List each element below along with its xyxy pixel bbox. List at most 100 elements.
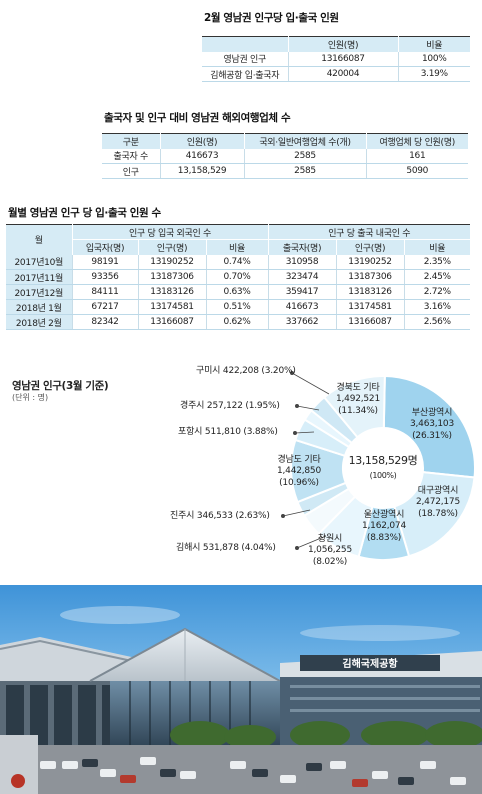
table-cell: 2.56%	[403, 314, 470, 330]
table2-title: 출국자 및 인구 대비 영남권 해외여행업체 수	[104, 112, 291, 124]
table-cell: 0.74%	[205, 254, 268, 270]
slice-label-gumi: 구미시 422,208 (3.20%)	[196, 366, 296, 376]
table3-subheader: 인구(명)	[137, 239, 206, 255]
table-cell: 13174581	[335, 299, 404, 315]
table-row: 2017년11월 93356 13187306 0.70% 323474 13187306…	[6, 269, 470, 285]
table3-subheader: 인구(명)	[335, 239, 404, 255]
table2-header: 인원(명)	[159, 133, 244, 149]
pie-slice	[382, 374, 476, 479]
table-row: 2018년 2월 82342 13166087 0.62% 337662 13166087…	[6, 314, 470, 330]
inbound-group-header: 인구 당 입국 외국인 수	[71, 224, 268, 240]
table-cell: 98191	[71, 254, 138, 270]
table2: 구분 인원(명) 국외·일반여행업체 수(개) 여행업체 당 인원(명) 출국자…	[102, 133, 468, 179]
table-cell: 13183126	[335, 284, 404, 300]
slice-label-busan: 부산광역시 3,463,103 (26.31%)	[409, 408, 454, 441]
table-cell: 420004	[287, 66, 398, 82]
slice-label-pohang: 포항시 511,810 (3.88%)	[178, 427, 278, 437]
chart-title: 영남권 인구(3월 기준)	[12, 380, 109, 392]
month-cell: 2017년11월	[6, 269, 72, 285]
table-cell: 인구	[102, 163, 160, 179]
table-cell: 310958	[267, 254, 336, 270]
table1-header: 인원(명)	[287, 36, 398, 52]
table3-subheader: 비율	[205, 239, 268, 255]
table-row: 인구 13,158,529 2585 5090	[102, 163, 468, 179]
table-cell: 김해공항 입·출국자	[202, 66, 288, 82]
table3-subheader: 비율	[403, 239, 470, 255]
table1-header: 비율	[397, 36, 470, 52]
leader-dot	[289, 370, 294, 375]
table-cell: 416673	[159, 148, 244, 164]
table-cell: 13190252	[137, 254, 206, 270]
table2-header: 구분	[102, 133, 160, 149]
slice-label-gyeongju: 경주시 257,122 (1.95%)	[180, 401, 280, 411]
slice-label-gimhae: 김해시 531,878 (4.04%)	[176, 543, 276, 553]
chart-unit: (단위 : 명)	[12, 393, 49, 402]
pie-center-hole	[344, 429, 422, 507]
airport-terminal-illustration: 김해국제공항	[0, 585, 482, 794]
table-cell: 416673	[267, 299, 336, 315]
month-header: 월	[6, 224, 72, 255]
table-cell: 3.19%	[397, 66, 470, 82]
table-cell: 2.45%	[403, 269, 470, 285]
month-cell: 2017년12월	[6, 284, 72, 300]
table3-subheader: 출국자(명)	[267, 239, 336, 255]
table-cell: 13166087	[137, 314, 206, 330]
month-cell: 2018년 2월	[6, 314, 72, 330]
pie-total-value: 13,158,529명	[348, 454, 418, 467]
table-cell: 13187306	[335, 269, 404, 285]
table-cell: 13166087	[287, 51, 398, 67]
slice-label-ulsan: 울산광역시 1,162,074 (8.83%)	[361, 510, 406, 543]
table-cell: 영남권 인구	[202, 51, 288, 67]
table-row: 2017년10월 98191 13190252 0.74% 310958 13190252…	[6, 254, 470, 270]
table-cell: 2.35%	[403, 254, 470, 270]
table-cell: 5090	[365, 163, 468, 179]
table-cell: 84111	[71, 284, 138, 300]
leader-line	[291, 372, 330, 395]
table1-header	[202, 36, 288, 52]
leader-dot	[294, 546, 299, 551]
table-cell: 323474	[267, 269, 336, 285]
slice-label-changwon: 창원시 1,056,255 (8.02%)	[307, 534, 352, 567]
table-cell: 3.16%	[403, 299, 470, 315]
table-cell: 2.72%	[403, 284, 470, 300]
table2-header: 국외·일반여행업체 수(개)	[243, 133, 366, 149]
table-cell: 13166087	[335, 314, 404, 330]
table-row: 2018년 1월 67217 13174581 0.51% 416673 13174581…	[6, 299, 470, 315]
leader-dot	[292, 430, 297, 435]
leader-line	[294, 431, 315, 434]
table-cell: 67217	[71, 299, 138, 315]
table-cell: 359417	[267, 284, 336, 300]
table1-title: 2월 영남권 인구당 입·출국 인원	[204, 12, 339, 24]
leader-line	[282, 509, 311, 517]
pie-total-pct: (100%)	[369, 471, 397, 480]
table-cell: 13174581	[137, 299, 206, 315]
table-cell: 0.51%	[205, 299, 268, 315]
table-cell: 0.63%	[205, 284, 268, 300]
table-cell: 출국자 수	[102, 148, 160, 164]
leader-line	[296, 535, 327, 549]
airport-photo: 김해국제공항	[0, 585, 482, 794]
table-cell: 2585	[243, 163, 366, 179]
outbound-group-header: 인구 당 출국 내국인 수	[267, 224, 470, 240]
table-cell: 13,158,529	[159, 163, 244, 179]
table-cell: 337662	[267, 314, 336, 330]
month-cell: 2018년 1월	[6, 299, 72, 315]
table-cell: 13187306	[137, 269, 206, 285]
table-row: 2017년12월 84111 13183126 0.63% 359417 13183126…	[6, 284, 470, 300]
table2-header: 여행업체 당 인원(명)	[365, 133, 468, 149]
table3-title: 월별 영남권 인구 당 입·출국 인원 수	[8, 207, 161, 219]
leader-dot	[294, 403, 299, 408]
table-cell: 100%	[397, 51, 470, 67]
table-row: 김해공항 입·출국자 420004 3.19%	[202, 66, 470, 82]
table-row: 출국자 수 416673 2585 161	[102, 148, 468, 164]
table-cell: 0.62%	[205, 314, 268, 330]
slice-label-jinju: 진주시 346,533 (2.63%)	[170, 511, 270, 521]
pie-center-total: 13,158,529명 (100%)	[343, 452, 423, 480]
table-cell: 161	[365, 148, 468, 164]
table-cell: 82342	[71, 314, 138, 330]
slice-label-gyeongbuk-etc: 경북도 기타 1,492,521 (11.34%)	[335, 383, 380, 416]
leader-line	[296, 405, 320, 411]
pie-slice	[322, 375, 386, 439]
table3: 월 인구 당 입국 외국인 수 인구 당 출국 내국인 수 입국자(명) 인구(…	[6, 224, 470, 330]
